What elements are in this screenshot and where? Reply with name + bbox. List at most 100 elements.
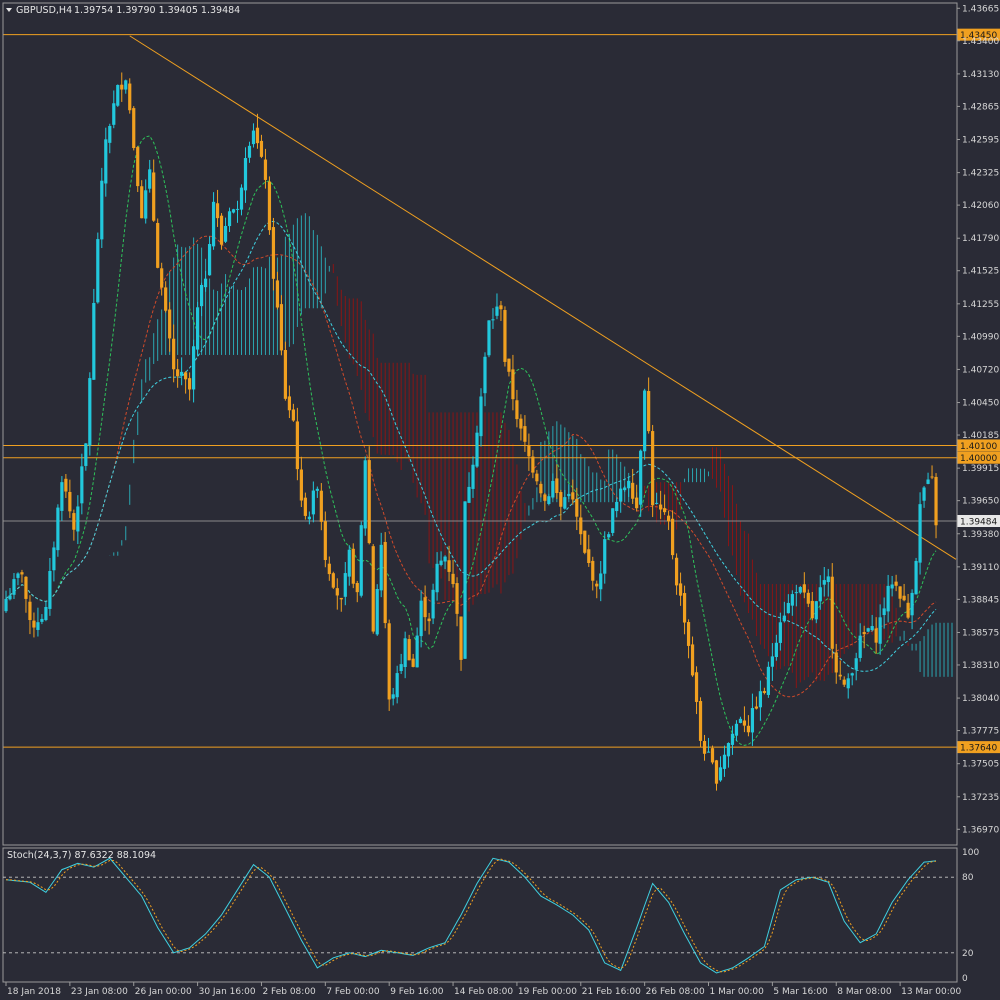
candle-body: [718, 767, 723, 781]
candle: [555, 464, 559, 499]
candle: [423, 585, 427, 631]
candle-body: [782, 615, 786, 622]
price-axis[interactable]: 1.43665 1.43400 1.43130 1.42865 1.42595 1.423…: [957, 4, 999, 835]
ohlc-values: 1.39754 1.39790 1.39405 1.39484: [74, 5, 240, 16]
candle: [160, 262, 164, 296]
price-tick-label: 1.40990: [962, 332, 999, 342]
level-label-bg-4: [957, 741, 1000, 754]
candle-body: [383, 541, 387, 624]
candle: [108, 123, 112, 154]
candle: [427, 612, 431, 635]
candle: [742, 706, 747, 733]
price-tick-label: 1.40185: [962, 431, 999, 441]
candle-body: [195, 307, 200, 350]
candle-body: [395, 673, 399, 698]
candle-body: [463, 501, 467, 659]
price-tick-label: 1.42325: [962, 169, 999, 179]
candle-body: [219, 215, 224, 245]
candle-body: [172, 338, 176, 370]
current-price-label: 1.39484: [960, 517, 997, 527]
candle-body: [223, 225, 228, 242]
stoch-level-label: 100: [962, 848, 979, 858]
candle: [906, 593, 910, 620]
candle-body: [108, 126, 112, 143]
candle-body: [674, 557, 679, 586]
candle-body: [563, 497, 567, 509]
candle-body: [315, 488, 319, 491]
candle: [335, 578, 339, 610]
candle: [112, 90, 116, 129]
trendline[interactable]: [129, 35, 957, 560]
candle: [738, 716, 743, 724]
level-label-1: 1.43450: [960, 31, 997, 41]
candle: [144, 179, 148, 224]
candle-body: [287, 396, 292, 411]
candle-body: [471, 464, 475, 489]
candle: [72, 509, 76, 541]
candle-body: [92, 302, 96, 380]
time-tick-label: 2 Feb 08:00: [262, 987, 316, 997]
candle-body: [762, 691, 766, 693]
candle-body: [487, 320, 491, 356]
candle: [176, 358, 180, 388]
candle-body: [56, 507, 60, 551]
candle: [591, 556, 595, 591]
candle-body: [247, 145, 252, 158]
candle-body: [40, 618, 44, 622]
candle-body: [8, 595, 12, 600]
level-label-bg-3: [957, 451, 1000, 464]
candle-body: [858, 635, 862, 658]
candle-body: [547, 496, 551, 504]
candle: [631, 468, 635, 504]
candle: [698, 697, 703, 748]
candle-body: [571, 492, 575, 500]
candle: [180, 357, 184, 386]
price-tick-label: 1.43400: [962, 37, 999, 47]
candle-body: [343, 573, 347, 597]
candle-body: [479, 396, 483, 437]
candle-body: [199, 284, 204, 307]
candle: [722, 745, 727, 777]
candle-body: [934, 476, 938, 526]
candle: [834, 643, 838, 684]
candle-body: [666, 515, 671, 522]
candle-body: [515, 400, 519, 420]
time-axis[interactable]: 18 Jan 2018 23 Jan 08:00 26 Jan 00:00 30 Ja…: [5, 982, 961, 997]
candle-body: [690, 644, 695, 676]
candle-body: [647, 391, 651, 432]
candle-body: [846, 678, 850, 689]
candle: [152, 159, 156, 222]
candle: [243, 147, 248, 203]
candle-body: [271, 227, 276, 279]
candle: [207, 236, 212, 276]
candle: [930, 465, 934, 480]
candle: [599, 561, 603, 602]
candle: [327, 556, 331, 581]
candle-body: [615, 501, 619, 512]
candle: [124, 79, 128, 94]
symbol-menu-caret-icon[interactable]: [6, 8, 12, 12]
candle: [156, 218, 160, 269]
candle-body: [587, 549, 591, 564]
horizontal-levels[interactable]: 1.43450 1.40100 1.40000 1.37640 1.39484: [3, 28, 1000, 754]
candle-body: [295, 421, 299, 470]
candle-body: [188, 378, 192, 390]
candle: [575, 487, 579, 531]
candle-body: [275, 280, 280, 308]
candle-body: [136, 147, 140, 187]
candle-body: [874, 628, 878, 643]
candle: [128, 78, 132, 114]
descending-trendline[interactable]: [129, 35, 957, 560]
candle: [894, 574, 898, 592]
candle: [663, 494, 667, 515]
candle: [351, 543, 355, 589]
candle: [531, 450, 535, 479]
candle: [375, 584, 379, 636]
candle: [710, 745, 715, 765]
candle: [563, 490, 567, 510]
candle: [539, 481, 543, 498]
candle-body: [890, 584, 894, 589]
candle-body: [774, 642, 778, 658]
